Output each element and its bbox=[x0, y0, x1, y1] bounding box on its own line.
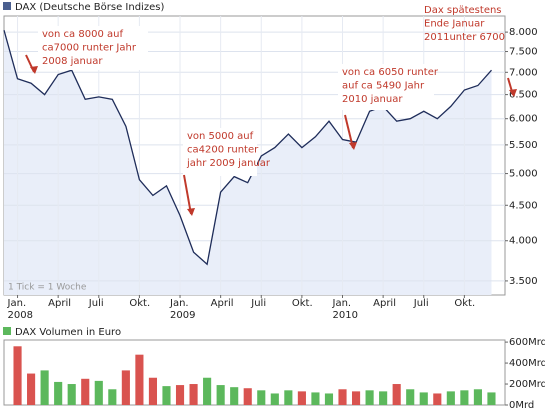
volume-bar bbox=[473, 389, 482, 405]
volume-bar bbox=[243, 388, 252, 405]
annotation: Dax spätestens bbox=[424, 5, 502, 16]
arrow-head bbox=[349, 142, 357, 150]
volume-bar bbox=[148, 377, 158, 405]
volume-bar bbox=[162, 386, 171, 405]
volume-bar bbox=[460, 390, 469, 405]
y-tick-label: 3.500 bbox=[509, 276, 538, 287]
volume-bar bbox=[338, 389, 347, 405]
volume-bar bbox=[324, 393, 334, 405]
volume-bar bbox=[270, 393, 279, 405]
annotation: Ende Januar bbox=[424, 19, 485, 30]
y-tick-label: 600Mrd bbox=[509, 337, 545, 348]
area bbox=[4, 30, 492, 295]
arrow bbox=[344, 114, 354, 149]
y-tick-label: 0Mrd bbox=[509, 400, 534, 410]
y-tick-label: 400Mrd bbox=[509, 358, 545, 369]
volume-bar bbox=[487, 392, 496, 405]
y-tick-label: 4.500 bbox=[509, 200, 538, 211]
year-label: 2010 bbox=[333, 310, 358, 321]
x-tick-label: Juli bbox=[250, 298, 266, 309]
annotation-box bbox=[183, 128, 257, 176]
volume-bar bbox=[54, 381, 63, 405]
volume-bar bbox=[135, 354, 144, 405]
x-tick-label: Jan. bbox=[169, 298, 189, 309]
year-label: 2009 bbox=[170, 310, 195, 321]
y-tick-label: 6.500 bbox=[509, 90, 538, 101]
arrow-head bbox=[509, 89, 517, 97]
note: 1 Tick = 1 Woche bbox=[8, 283, 87, 293]
volume-bar bbox=[365, 390, 374, 405]
volume-bar bbox=[121, 370, 130, 405]
volume-bar bbox=[40, 370, 49, 405]
volume-bar bbox=[189, 384, 198, 405]
legend-icon bbox=[3, 2, 11, 10]
volume-bar bbox=[27, 373, 36, 405]
x-tick-label: Juli bbox=[88, 298, 104, 309]
legend-icon bbox=[3, 327, 11, 335]
volume-bar bbox=[406, 389, 415, 405]
volume-bar bbox=[297, 391, 306, 405]
volume-bar bbox=[230, 387, 239, 405]
annotation-box bbox=[338, 64, 434, 110]
y-tick-label: 5.000 bbox=[509, 169, 538, 180]
volume-bar bbox=[311, 392, 320, 405]
y-tick-label: 4.000 bbox=[509, 236, 538, 247]
annotation: 2010 januar bbox=[342, 94, 403, 105]
volume-bar bbox=[94, 380, 103, 405]
annotation: jahr 2009 januar bbox=[186, 158, 271, 169]
x-tick-label: Jan. bbox=[332, 298, 352, 309]
x-tick-label: Okt. bbox=[292, 298, 313, 309]
y-tick-label: 5.500 bbox=[509, 140, 538, 151]
annotation: von ca 8000 auf bbox=[42, 29, 123, 40]
annotation: auf ca 5490 Jahr bbox=[342, 81, 425, 92]
y-tick-label: 200Mrd bbox=[509, 379, 545, 390]
annotation: ca7000 runter Jahr bbox=[42, 43, 137, 54]
volume-bar bbox=[284, 390, 293, 405]
volume-bar bbox=[108, 389, 117, 405]
plot-area bbox=[3, 339, 506, 406]
x-tick-label: Okt. bbox=[454, 298, 475, 309]
annotation: ca4200 runter bbox=[187, 145, 259, 156]
year-label: 2008 bbox=[8, 310, 33, 321]
x-tick-label: April bbox=[211, 298, 234, 309]
x-tick-label: Okt. bbox=[129, 298, 150, 309]
annotation: von 5000 auf bbox=[187, 131, 254, 142]
x-tick-label: Jan. bbox=[7, 298, 27, 309]
volume-bar bbox=[419, 392, 428, 405]
annotation-box bbox=[38, 26, 148, 70]
volume-bar bbox=[216, 385, 225, 405]
volume-bar bbox=[446, 391, 455, 405]
price-line bbox=[3, 30, 492, 266]
chart-title: DAX (Deutsche Börse Indizes) bbox=[15, 2, 164, 13]
annotation: von ca 6050 runter bbox=[342, 67, 439, 78]
annotation: 2011unter 6700 bbox=[424, 32, 505, 43]
x-tick-label: April bbox=[48, 298, 71, 309]
volume-bar bbox=[433, 393, 442, 405]
x-tick-label: Juli bbox=[413, 298, 429, 309]
x-tick-label: April bbox=[373, 298, 396, 309]
volume-bar bbox=[379, 391, 388, 405]
volume-bar bbox=[392, 384, 401, 405]
volume-bar bbox=[175, 385, 185, 405]
chart-title: DAX Volumen in Euro bbox=[15, 327, 121, 338]
volume-bar bbox=[257, 390, 266, 405]
arrow-head bbox=[30, 66, 38, 74]
y-tick-label: 6.000 bbox=[509, 114, 538, 125]
y-tick-label: 7.000 bbox=[509, 67, 538, 78]
volume-bar bbox=[13, 346, 22, 405]
arrow-head bbox=[187, 208, 195, 216]
volume-bar bbox=[67, 384, 76, 405]
volume-bar bbox=[81, 378, 90, 405]
volume-bar bbox=[203, 377, 212, 405]
arrow bbox=[183, 174, 192, 215]
annotation: 2008 januar bbox=[42, 56, 103, 67]
volume-bar bbox=[351, 391, 361, 405]
y-tick-label: 8.000 bbox=[509, 27, 538, 38]
y-tick-label: 7.500 bbox=[509, 47, 538, 58]
